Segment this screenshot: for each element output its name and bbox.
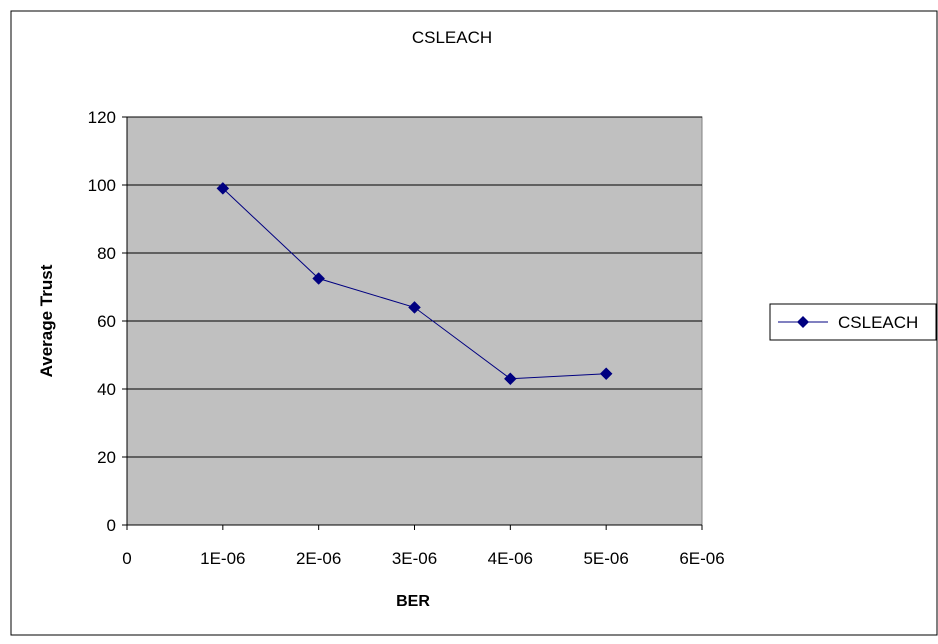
x-axis-title: BER [396, 593, 430, 610]
data-point-marker [312, 272, 326, 285]
data-point-marker [216, 182, 230, 195]
x-tick-label: 0 [122, 549, 131, 568]
data-point-marker [503, 372, 517, 386]
x-tick-label: 5E-06 [583, 549, 628, 568]
legend-series-label: CSLEACH [838, 313, 918, 332]
x-axis-ticks: 0 1E-06 2E-06 3E-06 4E-06 5E-06 6E-06 [122, 525, 725, 568]
data-point-marker [408, 301, 421, 314]
data-point-marker [599, 367, 613, 381]
y-axis-title: Average Trust [37, 264, 56, 377]
x-tick-label: 4E-06 [488, 549, 533, 568]
x-tick-label: 6E-06 [679, 549, 724, 568]
y-tick-label: 60 [97, 312, 116, 331]
legend: CSLEACH [769, 303, 937, 341]
y-tick-label: 40 [97, 380, 116, 399]
y-tick-label: 120 [88, 108, 116, 127]
y-tick-label: 0 [107, 516, 116, 535]
y-axis-ticks: 0 20 40 60 80 100 120 [88, 108, 127, 535]
x-tick-label: 1E-06 [200, 549, 245, 568]
x-tick-label: 2E-06 [296, 549, 341, 568]
y-tick-label: 100 [88, 176, 116, 195]
x-tick-label: 3E-06 [392, 549, 437, 568]
series-layer [216, 182, 613, 386]
y-tick-label: 20 [97, 448, 116, 467]
legend-series-marker [797, 316, 809, 328]
chart-title: CSLEACH [412, 28, 492, 47]
y-tick-label: 80 [97, 244, 116, 263]
